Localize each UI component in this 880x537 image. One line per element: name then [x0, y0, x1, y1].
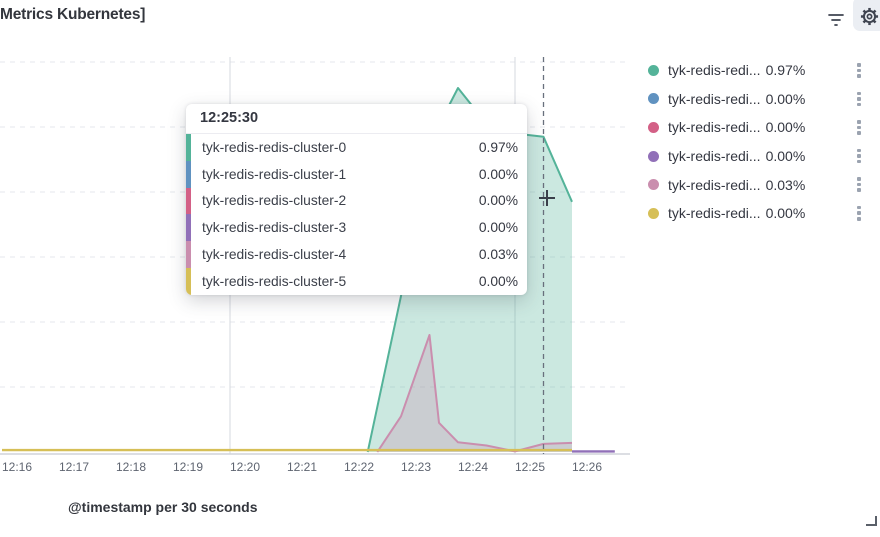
legend-item[interactable]: tyk-redis-redi... 0.00% — [648, 113, 872, 142]
tooltip-row: tyk-redis-redis-cluster-4 0.03% — [186, 241, 527, 268]
tooltip-series-value: 0.00% — [478, 273, 518, 289]
legend-item[interactable]: tyk-redis-redi... 0.00% — [648, 142, 872, 171]
filter-icon-glyph — [828, 14, 844, 26]
legend-actions-button[interactable] — [854, 89, 864, 110]
x-tick-label: 12:20 — [230, 460, 260, 474]
gear-icon — [860, 7, 879, 26]
legend-actions-button[interactable] — [854, 117, 864, 138]
legend-actions-button[interactable] — [854, 203, 864, 224]
tooltip-series-color — [186, 160, 191, 188]
legend-item[interactable]: tyk-redis-redi... 0.00% — [648, 199, 872, 228]
tooltip-row: tyk-redis-redis-cluster-2 0.00% — [186, 187, 527, 215]
x-tick-label: 12:18 — [116, 460, 146, 474]
tooltip-time: 12:25:30 — [200, 110, 259, 126]
legend-item-value: 0.00% — [765, 90, 806, 107]
tooltip-series-value: 0.00% — [478, 193, 518, 209]
x-tick-label: 12:19 — [173, 460, 203, 474]
legend-item[interactable]: tyk-redis-redi... 0.00% — [648, 85, 872, 114]
x-tick-label: 12:23 — [401, 460, 431, 474]
tooltip-series-name: tyk-redis-redis-cluster-4 — [202, 247, 347, 263]
tooltip-series-name: tyk-redis-redis-cluster-0 — [202, 139, 347, 155]
tooltip-series-name: tyk-redis-redis-cluster-2 — [202, 193, 347, 209]
tooltip-divider — [186, 133, 527, 134]
legend-item-label: tyk-redis-redi... — [668, 90, 761, 107]
legend-item[interactable]: tyk-redis-redi... 0.97% — [648, 56, 872, 85]
panel-settings-button[interactable] — [853, 0, 880, 31]
x-tick-label: 12:24 — [458, 460, 488, 474]
tooltip-series-color — [186, 187, 191, 215]
legend-item-value: 0.00% — [765, 119, 806, 136]
x-tick-label: 12:21 — [287, 460, 317, 474]
tooltip-series-name: tyk-redis-redis-cluster-5 — [202, 273, 347, 289]
series-area-tyk-redis-redis-cluster-4 — [377, 335, 572, 452]
tooltip-series-name: tyk-redis-redis-cluster-1 — [202, 166, 347, 182]
chart-legend: tyk-redis-redi... 0.97% tyk-redis-redi... 0… — [648, 56, 872, 228]
legend-color-dot-icon — [648, 121, 659, 133]
tooltip-series-color — [186, 241, 191, 268]
tooltip-series-value: 0.03% — [478, 247, 518, 263]
legend-item-label: tyk-redis-redi... — [668, 148, 761, 165]
legend-actions-button[interactable] — [854, 174, 864, 195]
x-tick-label: 12:16 — [2, 460, 32, 474]
legend-item-value: 0.00% — [765, 148, 806, 165]
x-tick-label: 12:22 — [344, 460, 374, 474]
legend-color-dot-icon — [648, 207, 659, 219]
tooltip-row: tyk-redis-redis-cluster-0 0.97% — [186, 134, 527, 161]
tooltip-series-value: 0.97% — [478, 139, 518, 155]
tooltip-series-value: 0.00% — [478, 220, 518, 236]
panel-title: Metrics Kubernetes] — [0, 6, 146, 23]
tooltip-series-color — [186, 214, 191, 242]
tooltip-row: tyk-redis-redis-cluster-5 0.00% — [186, 267, 527, 295]
legend-item[interactable]: tyk-redis-redi... 0.03% — [648, 170, 872, 199]
legend-item-label: tyk-redis-redi... — [668, 176, 761, 193]
legend-item-value: 0.00% — [765, 205, 806, 222]
x-axis-title: @timestamp per 30 seconds — [68, 499, 258, 515]
x-tick-label: 12:26 — [572, 460, 602, 474]
tooltip-series-name: tyk-redis-redis-cluster-3 — [202, 220, 347, 236]
legend-item-label: tyk-redis-redi... — [668, 205, 761, 222]
x-tick-label: 12:25 — [515, 460, 545, 474]
legend-item-value: 0.97% — [765, 62, 806, 79]
legend-color-dot-icon — [648, 179, 659, 191]
panel-resize-handle[interactable] — [866, 516, 877, 526]
legend-color-dot-icon — [648, 93, 659, 105]
legend-actions-button[interactable] — [854, 60, 864, 81]
x-tick-label: 12:17 — [59, 460, 89, 474]
chart-tooltip: 12:25:30 tyk-redis-redis-cluster-0 0.97% t… — [186, 104, 527, 295]
tooltip-series-color — [186, 267, 191, 295]
panel-header-actions — [825, 0, 880, 31]
tooltip-series-color — [186, 134, 191, 161]
legend-color-dot-icon — [648, 150, 659, 162]
legend-item-label: tyk-redis-redi... — [668, 62, 761, 79]
tooltip-series-value: 0.00% — [478, 166, 518, 182]
series-line-tyk-redis-redis-cluster-4 — [376, 334, 573, 453]
tooltip-row: tyk-redis-redis-cluster-1 0.00% — [186, 160, 527, 188]
legend-actions-button[interactable] — [854, 146, 864, 167]
filter-icon[interactable] — [825, 9, 847, 31]
legend-item-value: 0.03% — [765, 176, 806, 193]
tooltip-row: tyk-redis-redis-cluster-3 0.00% — [186, 214, 527, 242]
legend-item-label: tyk-redis-redi... — [668, 119, 761, 136]
legend-color-dot-icon — [648, 64, 659, 76]
